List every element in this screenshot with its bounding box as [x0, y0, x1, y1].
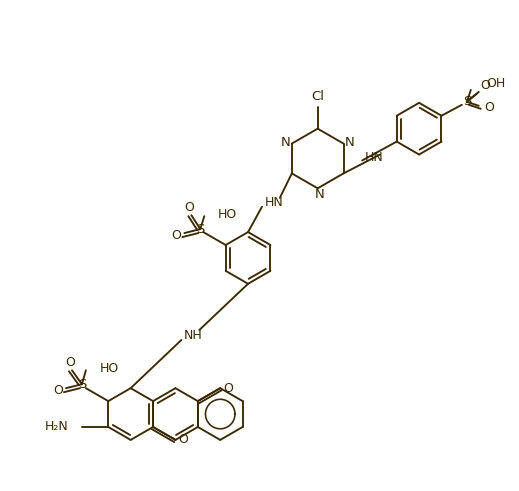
Text: HO: HO — [100, 362, 119, 375]
Text: O: O — [65, 356, 75, 369]
Text: S: S — [462, 95, 471, 109]
Text: O: O — [53, 383, 63, 397]
Text: NH: NH — [184, 329, 203, 343]
Text: O: O — [223, 382, 233, 395]
Text: N: N — [315, 188, 324, 201]
Text: OH: OH — [487, 78, 506, 90]
Text: N: N — [281, 136, 291, 149]
Text: HN: HN — [265, 196, 283, 209]
Text: S: S — [196, 222, 204, 236]
Text: Cl: Cl — [311, 90, 324, 103]
Text: O: O — [179, 434, 188, 446]
Text: HN: HN — [365, 151, 384, 164]
Text: HO: HO — [218, 208, 238, 220]
Text: O: O — [480, 80, 490, 92]
Text: H₂N: H₂N — [45, 420, 69, 434]
Text: O: O — [184, 201, 194, 214]
Text: N: N — [345, 136, 354, 149]
Text: O: O — [484, 101, 494, 114]
Text: O: O — [171, 228, 181, 242]
Text: S: S — [78, 378, 86, 391]
